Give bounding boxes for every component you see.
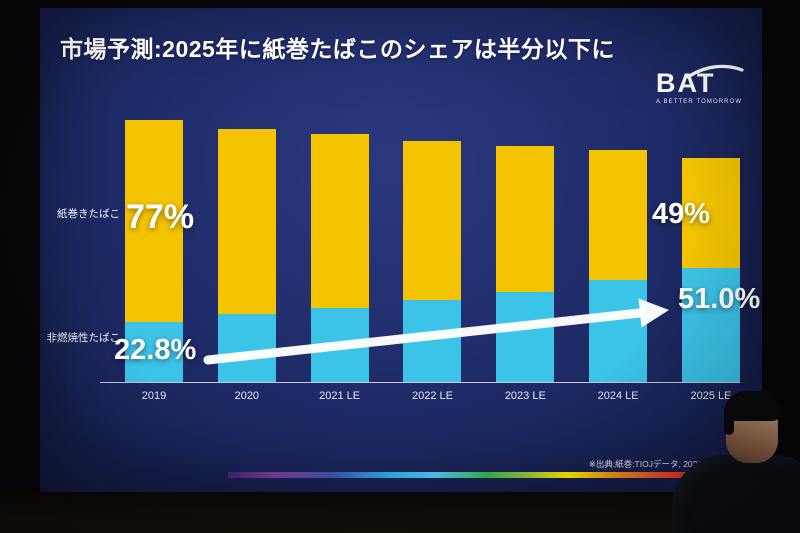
x-axis-label: 2021 LE xyxy=(319,390,361,402)
x-axis-label: 2025 LE xyxy=(690,390,732,402)
segment-non-combustible xyxy=(217,313,276,382)
segment-non-combustible xyxy=(681,267,740,382)
segment-cigarette xyxy=(217,129,276,314)
x-axis-label: 2020 xyxy=(234,390,260,402)
segment-non-combustible xyxy=(403,300,462,382)
bat-swoosh-icon xyxy=(686,64,744,79)
bar-2024-le xyxy=(589,120,648,382)
x-axis-line xyxy=(100,382,740,383)
callout-cigarette-2025: 49% xyxy=(652,198,711,230)
x-axis-labels: 2019 2020 2021 LE 2022 LE 2023 LE 2024 LE 2025… xyxy=(125,390,740,402)
bar-2021-le xyxy=(310,120,369,382)
stacked-bar xyxy=(217,129,276,382)
source-footnote-left: ※出典:紙巻:TIOJデータ, 2020 xyxy=(588,459,703,469)
bar-2019 xyxy=(125,120,183,382)
stacked-bar xyxy=(589,150,648,382)
segment-cigarette xyxy=(310,134,369,308)
callout-non-combustible-2025: 51.0% xyxy=(678,283,761,315)
x-axis-label: 2023 LE xyxy=(504,390,546,402)
x-axis-label: 2022 LE xyxy=(411,390,453,402)
segment-non-combustible xyxy=(310,307,369,382)
row-label-non-combustible: 非燃焼性たばこ xyxy=(46,332,121,344)
segment-cigarette xyxy=(125,120,183,323)
bar-plot xyxy=(125,120,740,382)
segment-cigarette xyxy=(403,140,462,301)
slide-title: 市場予測:2025年に紙巻たばこのシェアは半分以下に xyxy=(60,36,615,62)
brand-color-strip xyxy=(228,472,700,478)
bar-2023-le xyxy=(496,120,555,382)
bat-logo-text: BAT xyxy=(656,68,716,98)
segment-cigarette xyxy=(496,146,555,293)
segment-non-combustible xyxy=(496,292,555,382)
stacked-bar xyxy=(496,146,555,382)
bat-logo: BAT A BETTER TOMORROW xyxy=(656,64,744,105)
stage-floor xyxy=(0,492,800,533)
stacked-bar xyxy=(681,158,740,382)
bar-2020 xyxy=(217,120,276,382)
segment-cigarette xyxy=(681,158,740,268)
presenter-hair-side xyxy=(724,409,734,435)
stacked-bar xyxy=(403,140,462,382)
stacked-bar xyxy=(125,120,183,382)
callout-cigarette-2019: 77% xyxy=(126,198,195,236)
segment-non-combustible xyxy=(125,322,183,382)
row-label-cigarette: 紙巻きたばこ xyxy=(57,208,120,220)
segment-non-combustible xyxy=(589,279,648,382)
presenter-silhouette xyxy=(672,383,800,533)
bar-2022-le xyxy=(403,120,462,382)
presenter-body xyxy=(672,455,800,533)
presentation-slide: 市場予測:2025年に紙巻たばこのシェアは半分以下に BAT A BETTER … xyxy=(40,8,762,492)
segment-cigarette xyxy=(589,150,648,280)
x-axis-label: 2019 xyxy=(141,390,167,402)
x-axis-label: 2024 LE xyxy=(597,390,639,402)
callout-non-combustible-2019: 22.8% xyxy=(114,334,197,366)
stacked-bar xyxy=(310,134,369,382)
bar-2025-le xyxy=(681,120,740,382)
bat-logo-tagline: A BETTER TOMORROW xyxy=(656,99,743,105)
